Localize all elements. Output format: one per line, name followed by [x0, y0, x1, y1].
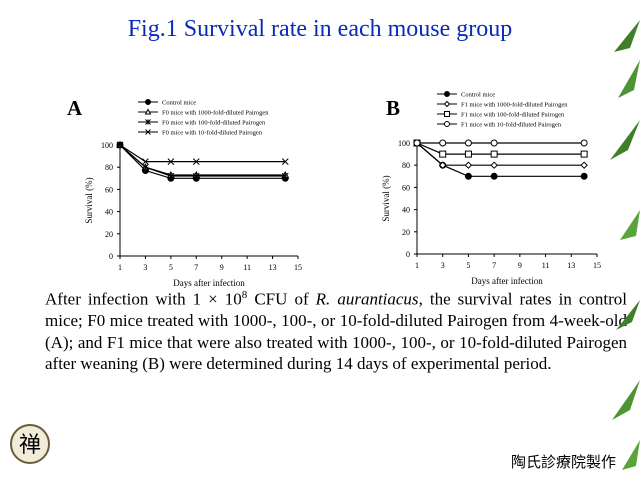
- panel-a-series-4-point: [167, 158, 175, 166]
- panel-b-series-3-point: [439, 150, 447, 158]
- caption-part-3: , the survival rates in control mice; F0…: [45, 289, 628, 374]
- panel-a-legend-marker-2: [144, 108, 152, 115]
- panel-a-series-3-point: [142, 163, 149, 171]
- panel-a-series-3-point: [167, 172, 175, 180]
- panel-a-x-tick-label: 3: [143, 263, 147, 272]
- caption-species: R. aurantiacus: [315, 289, 419, 309]
- seal-char: 禅: [19, 433, 41, 458]
- panel-b-y-axis-label: Survival (%): [381, 175, 391, 221]
- panel-a-legend-marker-1: [145, 99, 151, 105]
- panel-b-series-1-point: [464, 172, 472, 180]
- panel-b-series-2-point: [490, 161, 498, 169]
- panel-a-series-3-point: [192, 172, 200, 180]
- panel-b-legend-marker-3: [444, 111, 450, 117]
- panel-b-x-tick-label: 3: [441, 261, 445, 270]
- panel-b-x-tick-label: 5: [466, 261, 470, 270]
- panel-label-b: B: [386, 96, 401, 120]
- panel-b-x-tick-label: 11: [542, 261, 550, 270]
- panel-b-series-4-point: [464, 139, 472, 147]
- panel-b-series-2-point: [439, 161, 447, 169]
- panel-b-x-tick-label: 13: [567, 261, 575, 270]
- panel-b-series-2-point: [464, 161, 473, 169]
- panel-b-series-3-point: [580, 150, 588, 158]
- panel-label-a: A: [67, 96, 83, 120]
- panel-a-legend-label-1: Control mice: [162, 100, 196, 107]
- figure-title: Fig.1 Survival rate in each mouse group: [127, 16, 513, 42]
- panel-a-legend-marker-4: [145, 129, 151, 135]
- panel-b-x-tick-label: 7: [492, 261, 496, 270]
- panel-a-legend-label-2: F0 mice with 1000-fold-diluted Pairogen: [162, 110, 269, 117]
- panel-a-series-3-point: [281, 172, 289, 180]
- panel-b-series-3-point: [490, 150, 498, 158]
- panel-b-series-3-point: [464, 150, 472, 158]
- panel-b-y-tick-label: 100: [398, 139, 410, 148]
- panel-b-x-axis-label: Days after infection: [471, 276, 543, 286]
- panel-b-y-tick-label: 20: [402, 228, 410, 237]
- panel-b-y-tick-label: 80: [402, 161, 410, 170]
- panel-a-series-4-point: [281, 158, 289, 166]
- panel-a-y-tick-label: 40: [105, 208, 113, 217]
- caption-part-2: CFU of: [247, 289, 316, 309]
- panel-b-y-tick-label: 0: [406, 250, 410, 259]
- caption-part-1: After infection with 1 × 10: [45, 289, 242, 309]
- caption-exponent: 8: [241, 289, 248, 301]
- panel-b-series-4-point: [580, 139, 588, 147]
- panel-b-series-1-point: [490, 172, 498, 180]
- panel-b-legend-label-2: F1 mice with 1000-fold-diluted Pairogen: [461, 102, 568, 109]
- panel-a-legend-label-4: F0 mice with 10-fold-diluted Pairogen: [162, 130, 263, 137]
- panel-a-x-axis-label: Days after infection: [173, 278, 245, 288]
- panel-b-y-tick-label: 40: [402, 206, 410, 215]
- panel-b-legend-label-3: F1 mice with 100-fold-diluted Pairogen: [461, 112, 565, 119]
- panel-a-x-tick-label: 5: [169, 263, 173, 272]
- panel-a-x-tick-label: 9: [220, 263, 224, 272]
- panel-a-series-4-point: [192, 158, 200, 166]
- panel-b-legend-marker-4: [444, 121, 450, 127]
- panel-b-series-1-point: [580, 172, 588, 180]
- panel-a-legend-marker-3: [145, 119, 151, 125]
- panel-b-legend-label-4: F1 mice with 10-fold-diluted Pairogen: [461, 122, 562, 129]
- panel-a-series-4-point: [142, 158, 149, 166]
- figure-caption: After infection with 1 × 108 CFU of R. a…: [45, 285, 627, 375]
- panel-a-y-tick-label: 20: [105, 230, 113, 239]
- panel-b-x-tick-label: 9: [518, 261, 522, 270]
- footer-credit: 陶氏診療院製作: [510, 453, 616, 471]
- panel-b-legend-marker-1: [444, 91, 450, 97]
- panel-b-series-1-line: [416, 142, 585, 177]
- seal-logo: 禅: [10, 424, 50, 464]
- panel-a-x-tick-label: 15: [294, 263, 302, 272]
- panel-a-series-4-point: [116, 141, 124, 149]
- panel-a-x-tick-label: 1: [118, 263, 122, 272]
- panel-a-y-tick-label: 0: [109, 252, 113, 261]
- panel-b-legend-label-1: Control mice: [461, 92, 495, 99]
- panel-a-y-axis-label: Survival (%): [84, 177, 94, 223]
- panel-b-x-tick-label: 1: [415, 261, 419, 270]
- bamboo-decoration-icon: [610, 20, 640, 470]
- panel-b-legend-marker-2: [443, 100, 451, 108]
- panel-a-legend-label-3: F0 mice with 100-fold-diluted Pairogen: [162, 120, 266, 127]
- panel-b-series-2-point: [580, 161, 588, 169]
- panel-a-x-tick-label: 7: [194, 263, 198, 272]
- panel-b-series-4-point: [490, 139, 498, 147]
- panel-b-series-4-point: [413, 139, 421, 147]
- panel-a-y-tick-label: 80: [105, 163, 113, 172]
- panel-a-x-tick-label: 11: [243, 263, 251, 272]
- panel-b-y-tick-label: 60: [402, 183, 410, 192]
- panel-b-x-tick-label: 15: [593, 261, 601, 270]
- panel-a-y-tick-label: 60: [105, 185, 113, 194]
- panel-a-y-tick-label: 100: [101, 141, 113, 150]
- panel-a-x-tick-label: 13: [269, 263, 277, 272]
- panel-b-series-4-point: [439, 139, 447, 147]
